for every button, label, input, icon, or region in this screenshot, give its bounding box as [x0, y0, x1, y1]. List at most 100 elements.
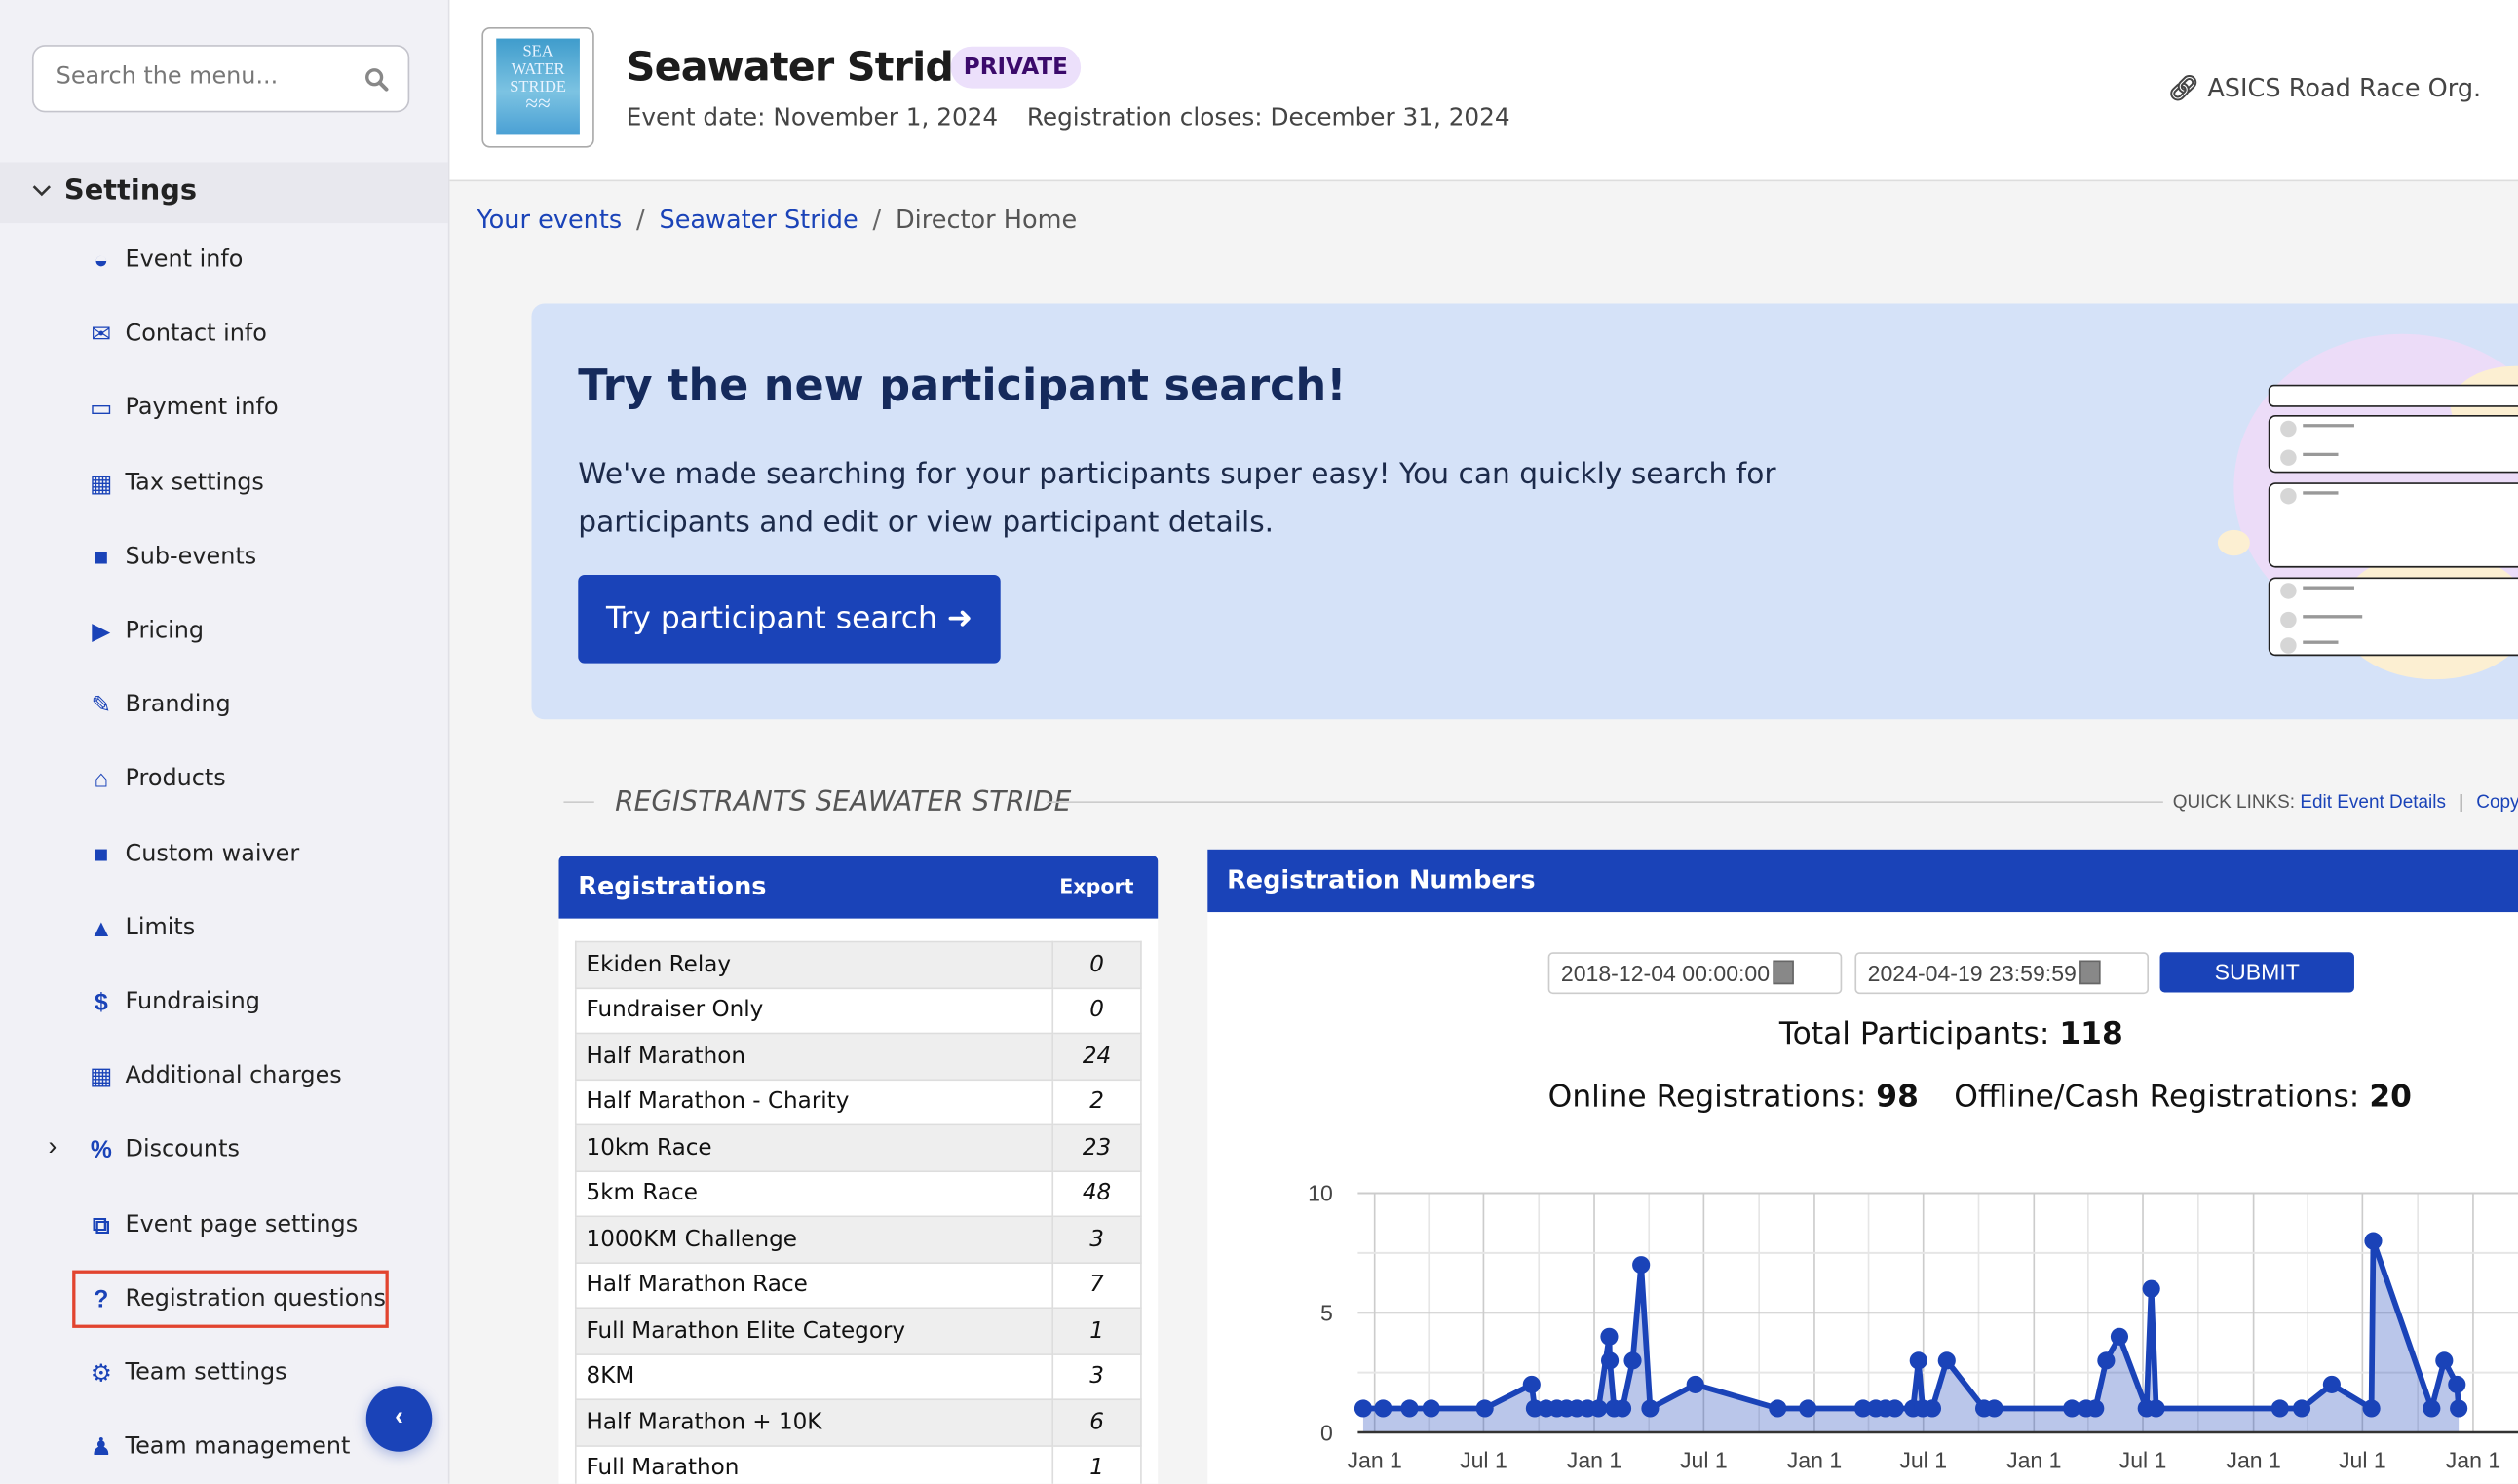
menu-search-input[interactable]	[53, 62, 365, 92]
sidebar-item-sub-events[interactable]: ■ Sub-events	[0, 531, 448, 586]
sidebar-item-team-management[interactable]: ♟ Team management	[0, 1422, 448, 1476]
calendar-icon[interactable]	[1773, 960, 1794, 985]
search-icon[interactable]	[364, 67, 389, 92]
users-cog-icon: ⚙	[90, 1359, 112, 1388]
credit-card-icon: ▭	[90, 396, 113, 424]
calendar-icon[interactable]	[2079, 960, 2101, 985]
sidebar-item-additional-charges[interactable]: ▦ Additional charges	[0, 1050, 448, 1105]
sidebar-item-fundraising[interactable]: $ Fundraising	[0, 976, 448, 1031]
sidebar-item-label: Branding	[125, 692, 231, 718]
table-row: Fundraiser Only 0	[574, 986, 1142, 1035]
sidebar-item-event-page-settings[interactable]: ⧉ Event page settings	[0, 1199, 448, 1253]
banner-text: We've made searching for your participan…	[578, 457, 1776, 540]
percent-icon: %	[90, 1137, 112, 1165]
table-row: Half Marathon + 10K 6	[574, 1398, 1142, 1447]
sidebar-item-discounts[interactable]: ›% Discounts	[0, 1124, 448, 1179]
breadcrumb-event[interactable]: Seawater Stride	[659, 205, 858, 235]
sidebar-item-pricing[interactable]: ▶ Pricing	[0, 605, 448, 660]
sub-event-name: 8KM	[574, 1352, 1054, 1401]
export-link[interactable]: Export	[1059, 873, 1134, 898]
settings-section-toggle[interactable]: Settings	[0, 162, 448, 224]
offline-value: 20	[2369, 1079, 2412, 1115]
sidebar-item-label: Event info	[125, 247, 244, 274]
sidebar-item-branding[interactable]: ✎ Branding	[0, 679, 448, 734]
menu-search[interactable]	[31, 45, 410, 113]
sidebar-item-label: Fundraising	[125, 989, 260, 1015]
users-icon: ♟	[90, 1433, 112, 1462]
collapse-sidebar-button[interactable]: ‹	[365, 1386, 433, 1452]
registration-count: 0	[1051, 940, 1142, 989]
sub-event-name: Full Marathon Elite Category	[574, 1307, 1054, 1355]
sidebar-item-label: Products	[125, 766, 226, 793]
sidebar-item-limits[interactable]: ▲ Limits	[0, 902, 448, 957]
dollar-icon: $	[94, 989, 108, 1017]
sidebar-item-tax-settings[interactable]: ▦ Tax settings	[0, 457, 448, 512]
table-row: Half Marathon - Charity 2	[574, 1078, 1142, 1126]
breadcrumb-separator: /	[872, 205, 882, 235]
registrations-panel: Registrations Export Ekiden Relay 0 Fundra…	[558, 856, 1159, 1484]
envelope-icon: ✉	[91, 321, 112, 349]
sidebar-item-team-settings[interactable]: ⚙ Team settings	[0, 1348, 448, 1402]
submit-button[interactable]: SUBMIT	[2159, 952, 2354, 993]
sub-event-name: 1000KM Challenge	[574, 1215, 1054, 1264]
sidebar-item-products[interactable]: ⌂ Products	[0, 754, 448, 809]
sidebar: Settings ◒ Event info ✉ Contact info ▭ Paymen…	[0, 0, 450, 1484]
breadcrumb-separator: /	[636, 205, 645, 235]
event-header: SEA WATER STRIDE ≈≈ Seawater Stride PRIVATE…	[449, 0, 2518, 182]
try-participant-search-button[interactable]: Try participant search ➜	[578, 574, 1001, 664]
calculator-icon: ▦	[90, 470, 113, 498]
sidebar-item-label: Limits	[125, 915, 196, 941]
question-icon: ?	[94, 1285, 109, 1313]
arrow-right-icon: ➜	[946, 600, 973, 636]
banner-heading: Try the new participant search!	[578, 361, 1347, 411]
org-name[interactable]: ASICS Road Race Org.	[2207, 73, 2482, 103]
registration-count: 48	[1051, 1169, 1142, 1218]
sidebar-item-label: Custom waiver	[125, 840, 300, 867]
gauge-icon: ◒	[94, 247, 109, 275]
event-logo-image: SEA WATER STRIDE ≈≈	[496, 38, 580, 135]
org-link[interactable]: 🔗︎ ASICS Road Race Org.	[2168, 74, 2481, 103]
end-date-input[interactable]: 2024-04-19 23:59:59	[1854, 952, 2150, 995]
edit-event-details-link[interactable]: Edit Event Details	[2300, 793, 2446, 813]
sub-event-name: Ekiden Relay	[574, 940, 1054, 989]
registration-numbers-title: Registration Numbers	[1227, 865, 1536, 894]
private-badge: PRIVATE	[950, 46, 1082, 89]
end-date-value: 2024-04-19 23:59:59	[1867, 960, 2077, 986]
sidebar-item-label: Tax settings	[125, 470, 264, 496]
registration-count: 1	[1051, 1444, 1142, 1484]
table-row: 10km Race 23	[574, 1123, 1142, 1172]
chevron-right-icon[interactable]: ›	[48, 1134, 57, 1162]
registration-count: 3	[1051, 1215, 1142, 1264]
breadcrumb-your-events[interactable]: Your events	[477, 205, 623, 235]
sidebar-item-event-info[interactable]: ◒ Event info	[0, 235, 448, 289]
tags-icon: ▶	[92, 618, 111, 646]
registration-count: 3	[1051, 1352, 1142, 1401]
divider	[1047, 801, 2163, 803]
clipboard-icon: ■	[94, 544, 109, 572]
total-label: Total Participants:	[1778, 1016, 2050, 1052]
total-value: 118	[2059, 1016, 2123, 1052]
sidebar-item-payment-info[interactable]: ▭ Payment info	[0, 383, 448, 438]
sidebar-item-registration-questions[interactable]: ? Registration questions	[0, 1274, 448, 1328]
sidebar-item-label: Team management	[125, 1433, 351, 1461]
sidebar-item-contact-info[interactable]: ✉ Contact info	[0, 309, 448, 363]
table-row: 8KM 3	[574, 1352, 1142, 1401]
copy-link[interactable]: Copy	[2476, 793, 2518, 813]
start-date-input[interactable]: 2018-12-04 00:00:00	[1547, 952, 1843, 995]
registration-count: 2	[1051, 1078, 1142, 1126]
total-participants: Total Participants: 118	[1207, 1016, 2518, 1051]
copy-icon: ⧉	[92, 1211, 110, 1239]
table-row: Half Marathon Race 7	[574, 1261, 1142, 1310]
online-value: 98	[1876, 1079, 1919, 1115]
search-illustration	[2217, 333, 2518, 680]
registration-count: 7	[1051, 1261, 1142, 1310]
highlight-box	[72, 1270, 389, 1328]
registration-count: 6	[1051, 1398, 1142, 1447]
section-title: REGISTRANTS SEAWATER STRIDE	[615, 786, 1072, 819]
event-title: Seawater Stride	[626, 43, 980, 91]
file-icon: ■	[94, 840, 109, 868]
registration-count: 24	[1051, 1032, 1142, 1081]
sidebar-item-custom-waiver[interactable]: ■ Custom waiver	[0, 828, 448, 883]
breadcrumb: Your events / Seawater Stride / Director Hom…	[477, 206, 1077, 235]
table-row: Full Marathon 1	[574, 1444, 1142, 1484]
